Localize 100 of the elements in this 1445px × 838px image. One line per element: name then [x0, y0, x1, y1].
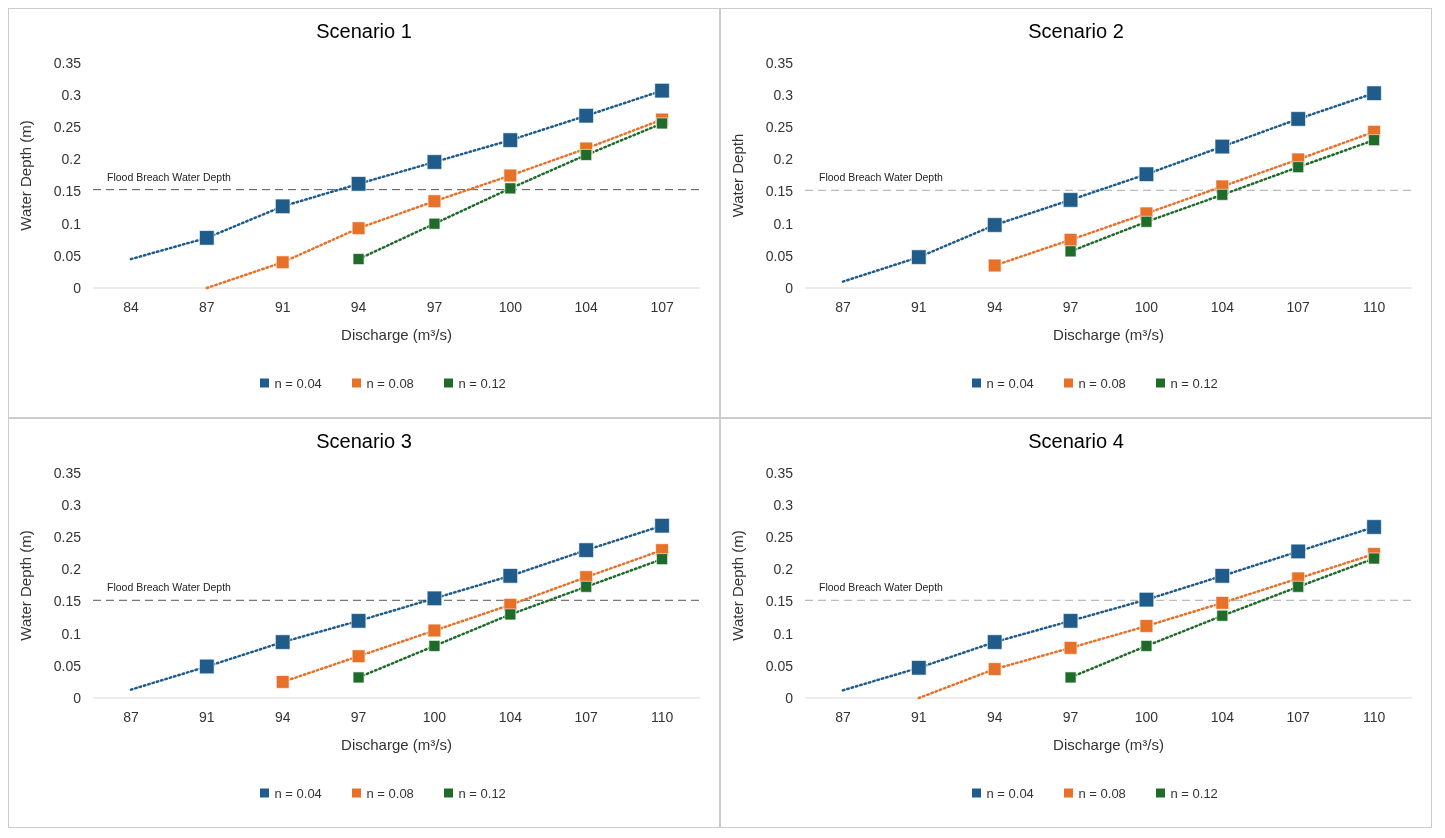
y-tick-label: 0.35: [53, 464, 82, 481]
point: [1138, 592, 1155, 608]
y-tick-label: 0.3: [61, 87, 82, 104]
point: [504, 182, 517, 195]
y-tick-label: 0: [73, 279, 82, 296]
x-tick-label: 110: [1362, 299, 1386, 315]
legend-label: n = 0.08: [1078, 785, 1126, 801]
ref-line-label: Flood Breach Water Depth: [107, 581, 232, 594]
x-tick-label: 87: [835, 299, 851, 315]
point: [351, 649, 366, 663]
x-tick-label: 107: [574, 709, 599, 725]
point: [1063, 233, 1078, 247]
y-tick-label: 0.3: [773, 497, 794, 514]
y-axis-title: Water Depth (m): [729, 530, 746, 641]
x-tick-label: 94: [350, 299, 367, 315]
point: [1214, 138, 1230, 155]
point: [502, 132, 518, 148]
y-axis-title: Water Depth (m): [17, 530, 34, 641]
y-tick-label: 0.15: [53, 593, 82, 610]
point: [1368, 552, 1380, 565]
x-tick-label: 107: [650, 299, 674, 315]
y-tick-label: 0.25: [765, 119, 794, 136]
y-tick-label: 0.1: [61, 625, 82, 642]
point: [911, 660, 927, 676]
point: [911, 249, 927, 265]
point: [1368, 134, 1380, 146]
x-tick-label: 107: [1286, 709, 1311, 725]
point: [352, 671, 365, 684]
point: [504, 608, 517, 621]
point: [351, 221, 366, 235]
point: [1062, 613, 1079, 629]
x-tick-label: 91: [911, 709, 927, 725]
point: [426, 590, 443, 606]
y-tick-label: 0.05: [53, 247, 82, 264]
legend-label: n = 0.12: [458, 785, 506, 801]
x-tick-label: 91: [199, 709, 215, 725]
x-tick-label: 91: [274, 299, 291, 315]
point: [1062, 192, 1079, 208]
point: [275, 634, 291, 650]
legend-label: n = 0.12: [458, 375, 506, 391]
x-tick-label: 100: [1134, 299, 1159, 315]
chart-title: Scenario 3: [316, 430, 412, 452]
x-axis-title: Discharge (m³/s): [1053, 736, 1164, 753]
y-tick-label: 0: [785, 689, 794, 706]
point: [199, 658, 215, 675]
point: [1216, 609, 1229, 622]
point: [987, 217, 1003, 233]
x-tick-label: 97: [1062, 709, 1079, 725]
y-tick-label: 0.1: [773, 625, 794, 642]
y-tick-label: 0.35: [53, 54, 82, 71]
legend-label: n = 0.04: [986, 375, 1034, 391]
y-tick-label: 0.1: [61, 215, 82, 232]
point: [654, 83, 670, 99]
point: [987, 634, 1003, 650]
x-tick-label: 110: [650, 709, 674, 725]
point: [502, 568, 518, 584]
point: [426, 154, 443, 170]
y-tick-label: 0.25: [53, 529, 82, 546]
y-tick-label: 0.15: [765, 593, 794, 610]
legend-label: n = 0.04: [986, 785, 1034, 801]
x-tick-label: 87: [199, 299, 215, 315]
y-axis-title: Water Depth (m): [17, 120, 34, 231]
point: [1140, 215, 1153, 228]
point: [1139, 619, 1154, 633]
x-tick-label: 91: [911, 299, 927, 315]
y-tick-label: 0.35: [765, 54, 794, 71]
point: [1063, 641, 1078, 655]
y-tick-label: 0.2: [773, 561, 794, 578]
x-tick-label: 104: [1210, 299, 1235, 315]
y-tick-label: 0.15: [765, 183, 794, 200]
legend-label: n = 0.08: [366, 375, 414, 391]
chart-title: Scenario 2: [1028, 20, 1124, 42]
point: [350, 176, 367, 192]
legend-label: n = 0.08: [1078, 375, 1126, 391]
legend-label: n = 0.04: [274, 375, 322, 391]
point: [1366, 85, 1382, 101]
x-tick-label: 87: [123, 709, 139, 725]
point: [275, 675, 290, 689]
point: [1366, 519, 1382, 535]
legend-label: n = 0.08: [366, 785, 414, 801]
x-tick-label: 104: [498, 709, 523, 725]
y-axis-title: Water Depth: [729, 133, 746, 218]
point: [578, 542, 594, 558]
x-tick-label: 104: [574, 299, 599, 315]
legend-label: n = 0.12: [1170, 785, 1218, 801]
y-tick-label: 0.2: [61, 561, 82, 578]
legend-label: n = 0.12: [1170, 375, 1218, 391]
y-tick-label: 0.25: [765, 529, 794, 546]
point: [656, 553, 668, 565]
point: [275, 255, 290, 269]
point: [987, 258, 1002, 273]
x-axis-title: Discharge (m³/s): [341, 326, 452, 343]
point: [428, 640, 441, 652]
y-tick-label: 0.3: [773, 87, 794, 104]
chart-title: Scenario 4: [1028, 430, 1124, 452]
x-tick-label: 107: [1286, 299, 1311, 315]
point: [1138, 166, 1155, 182]
y-tick-label: 0.2: [61, 151, 82, 168]
x-tick-label: 104: [1210, 709, 1235, 725]
legend-label: n = 0.04: [274, 785, 322, 801]
